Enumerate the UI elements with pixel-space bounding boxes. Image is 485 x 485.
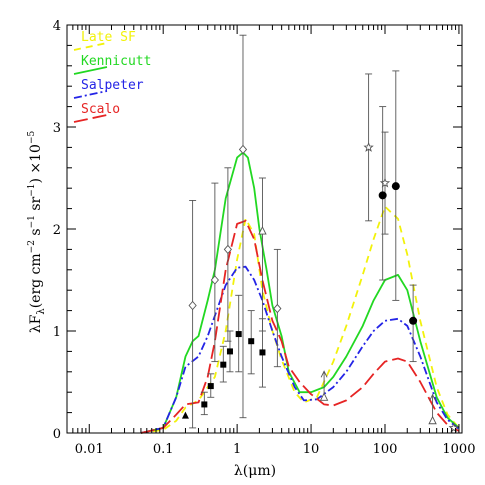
data-point-square xyxy=(219,345,227,383)
y-tick-label: 2 xyxy=(53,223,61,238)
y-title-mid2: sr xyxy=(28,196,44,215)
observations xyxy=(181,34,459,433)
data-point-up-arrow xyxy=(319,370,329,401)
data-point-up-arrow-open xyxy=(428,393,437,425)
data-point-square xyxy=(258,318,266,388)
data-point-diamond xyxy=(273,248,282,368)
legend-label: Scalo xyxy=(81,102,120,117)
x-tick-label: 1 xyxy=(233,442,241,457)
legend-swatch xyxy=(73,114,108,123)
x-tick-label: 1000 xyxy=(442,442,475,457)
data-point-square xyxy=(235,294,243,373)
legend-swatch xyxy=(73,66,108,75)
data-point-circle xyxy=(391,70,400,301)
y-title-exp1: −2 xyxy=(27,240,37,253)
tick-labels: 0.01 0.1 1 10 100 1000 0 1 2 3 4 xyxy=(53,19,476,457)
series-line-salpeter xyxy=(140,265,460,434)
y-title-mid: s xyxy=(28,228,44,240)
legend-label: Salpeter xyxy=(81,78,144,93)
y-tick-label: 1 xyxy=(53,325,61,340)
legend-item: Salpeter xyxy=(73,78,144,99)
legend-item: Scalo xyxy=(73,102,120,123)
series-line-scalo xyxy=(140,219,460,434)
legend-label: Late SF xyxy=(81,30,136,45)
y-title-exp3: −1 xyxy=(27,184,37,197)
data-point-square xyxy=(247,310,255,375)
legend-label: Kennicutt xyxy=(81,54,151,69)
x-tick-label: 0.1 xyxy=(153,442,174,457)
y-title-sub: λ xyxy=(36,308,47,315)
legend-item: Late SF xyxy=(73,30,136,51)
data-point-diamond xyxy=(223,167,232,342)
y-title-exp4: −5 xyxy=(27,131,37,145)
data-point-triangle-open xyxy=(258,177,267,332)
axis-ticks xyxy=(66,24,462,434)
y-tick-label: 0 xyxy=(53,427,61,442)
data-point-diamond xyxy=(238,34,248,419)
data-point-square xyxy=(207,373,215,398)
legend: Late SF Kennicutt Salpeter Scalo xyxy=(73,30,151,123)
y-tick-label: 3 xyxy=(53,121,61,136)
y-title-main: λF xyxy=(28,314,44,333)
x-tick-label: 0.01 xyxy=(75,442,104,457)
data-point-triangle xyxy=(181,411,189,419)
y-title-exp2: −1 xyxy=(27,215,37,228)
legend-item: Kennicutt xyxy=(73,54,151,75)
data-point-star xyxy=(448,422,459,433)
y-tick-label: 4 xyxy=(53,19,61,34)
y-title-units: (erg cm xyxy=(28,253,44,308)
x-axis-title: λ(μm) xyxy=(234,463,276,479)
data-point-circle xyxy=(409,284,418,363)
data-point-circle xyxy=(378,106,387,281)
y-axis-title: λFλ(erg cm−2 s−1 sr−1) ×10−5 xyxy=(27,131,47,334)
data-point-diamond xyxy=(210,182,219,363)
legend-swatch xyxy=(73,42,108,51)
x-tick-label: 10 xyxy=(303,442,320,457)
legend-swatch xyxy=(73,90,108,99)
x-tick-label: 100 xyxy=(373,442,398,457)
svg-text:λFλ(erg cm−2 s−1 sr−1) ×10−5: λFλ(erg cm−2 s−1 sr−1) ×10−5 xyxy=(27,131,47,334)
y-title-end: ) ×10 xyxy=(28,144,44,183)
data-point-star xyxy=(363,73,374,222)
data-point-square xyxy=(226,330,234,373)
data-point-diamond xyxy=(188,199,197,429)
data-point-square xyxy=(200,391,208,416)
